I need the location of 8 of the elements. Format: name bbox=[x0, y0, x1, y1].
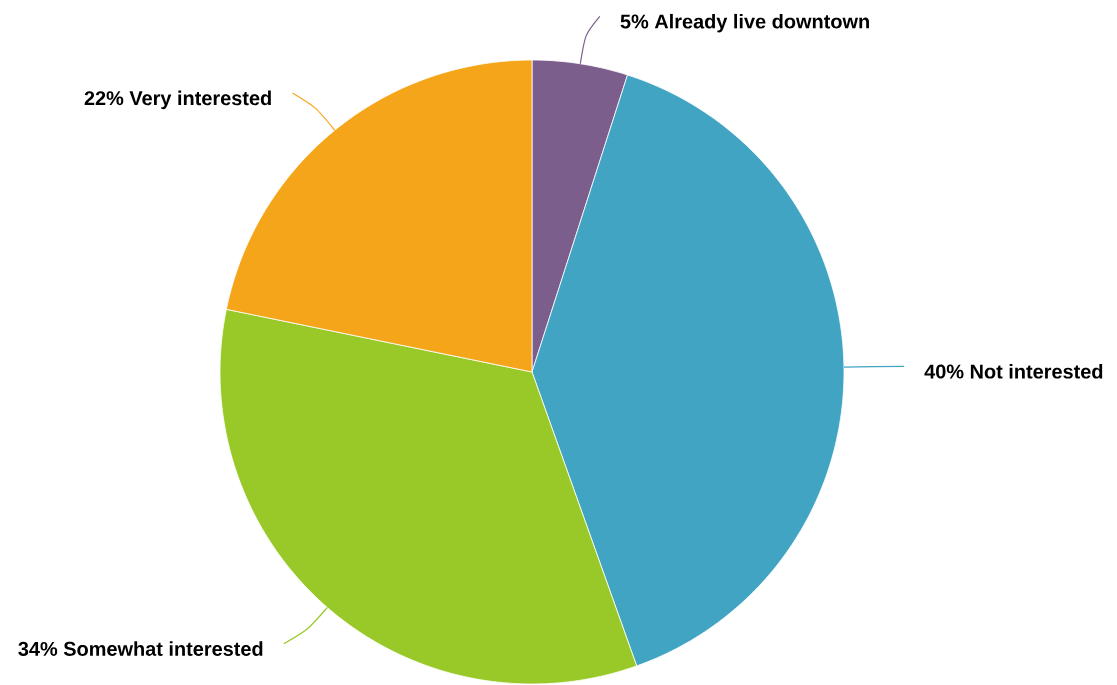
slice-label: Already live downtown bbox=[654, 13, 869, 33]
slice-label: Somewhat interested bbox=[63, 641, 263, 656]
slice-label: Very interested bbox=[129, 90, 271, 110]
data-label: 40% bbox=[924, 364, 964, 379]
data-label: 5% bbox=[620, 14, 649, 29]
data-label: 34% bbox=[18, 641, 58, 656]
slice-label: Not interested bbox=[970, 363, 1103, 379]
data-label: 22% bbox=[84, 91, 124, 106]
